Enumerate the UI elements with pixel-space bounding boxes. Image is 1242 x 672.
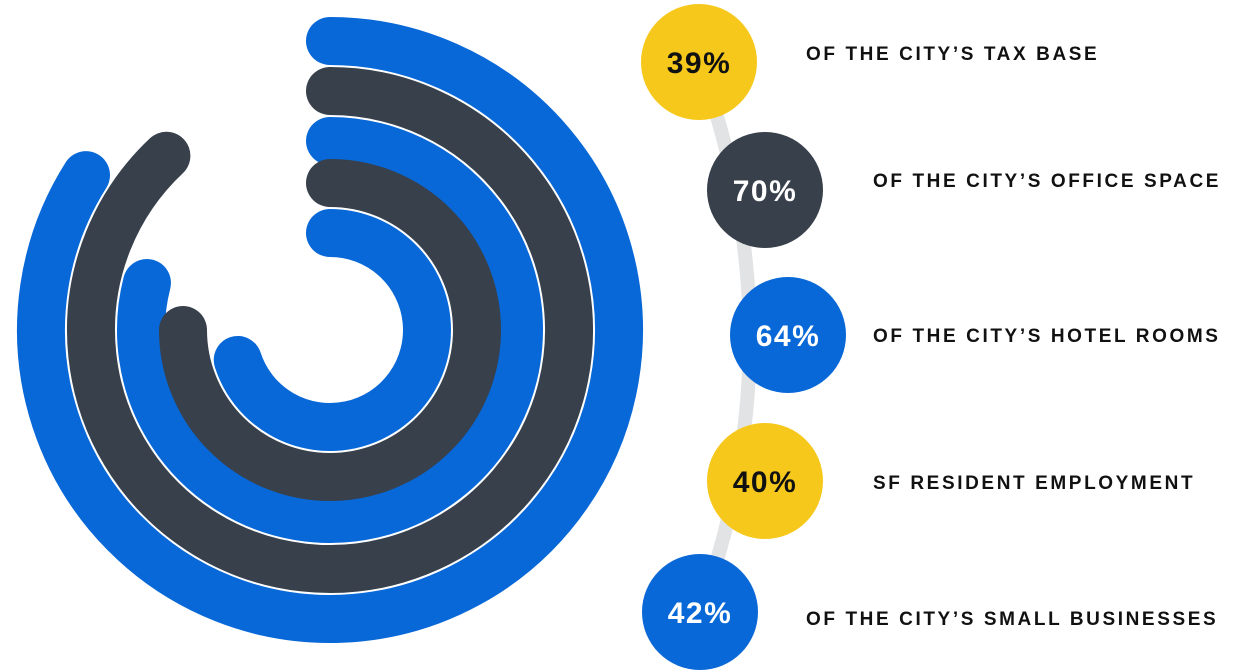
percent-label-2: 70% [733, 175, 798, 208]
description-label-3: OF THE CITY’S HOTEL ROOMS [873, 326, 1221, 347]
ring-arc-3 [117, 117, 543, 543]
legend-group: 39% OF THE CITY’S TAX BASE 70% OF THE CITY’… [641, 4, 1221, 670]
percent-circle-3 [730, 277, 846, 393]
percent-circle-5 [642, 554, 758, 670]
percent-circle-2 [707, 132, 823, 248]
ring-arc-4 [159, 159, 501, 501]
description-label-4: SF RESIDENT EMPLOYMENT [873, 473, 1195, 494]
description-label-5: OF THE CITY’S SMALL BUSINESSES [806, 609, 1218, 630]
legend-item-2: 70% OF THE CITY’S OFFICE SPACE [707, 132, 1221, 248]
legend-item-5: 42% OF THE CITY’S SMALL BUSINESSES [642, 554, 1218, 670]
percent-label-5: 42% [668, 597, 733, 630]
description-label-2: OF THE CITY’S OFFICE SPACE [873, 171, 1221, 192]
percent-label-4: 40% [733, 466, 798, 499]
legend-item-4: 40% SF RESIDENT EMPLOYMENT [707, 423, 1195, 539]
percent-circle-1 [641, 4, 757, 120]
ring-arc-1 [17, 17, 643, 643]
percent-label-3: 64% [756, 320, 821, 353]
legend-item-1: 39% OF THE CITY’S TAX BASE [641, 4, 1099, 120]
ring-arc-2 [67, 67, 593, 593]
percent-circle-4 [707, 423, 823, 539]
legend-item-3: 64% OF THE CITY’S HOTEL ROOMS [730, 277, 1221, 393]
description-label-1: OF THE CITY’S TAX BASE [806, 44, 1099, 65]
ring-arc-5 [213, 209, 451, 451]
rings-group [17, 17, 643, 643]
percent-label-1: 39% [667, 47, 732, 80]
